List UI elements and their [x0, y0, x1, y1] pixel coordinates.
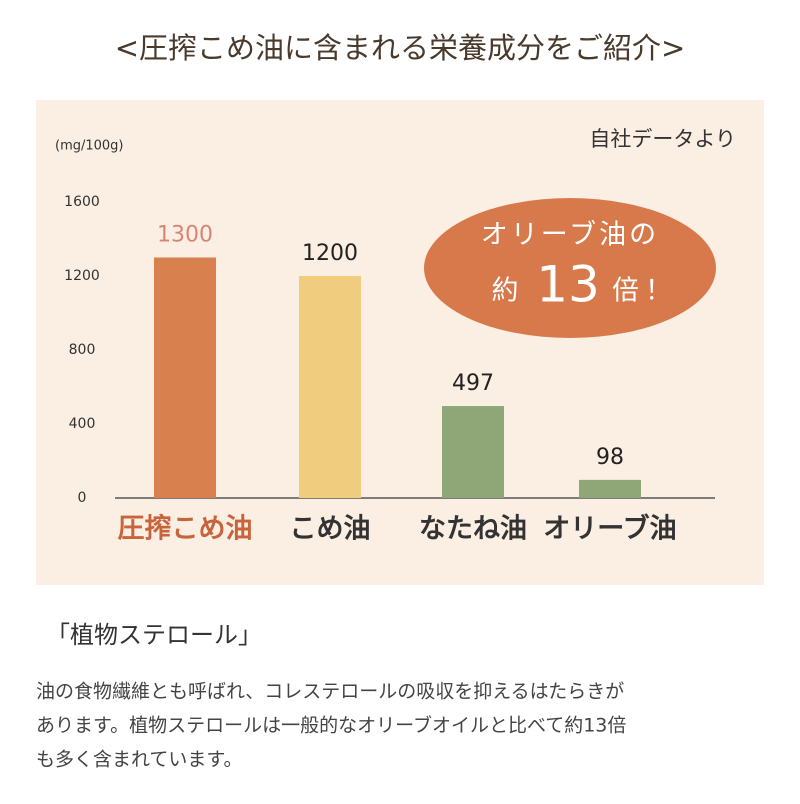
callout-text: 約	[492, 276, 519, 307]
heading: <圧搾こめ油に含まれる栄養成分をご紹介>	[115, 31, 686, 65]
value-label: 98	[596, 445, 624, 470]
source-note: 自社データより	[589, 127, 736, 151]
bar	[299, 276, 361, 498]
value-label: 1300	[157, 223, 213, 248]
chart-panel	[36, 100, 764, 585]
x-tick-label: こめ油	[290, 514, 371, 545]
body-text: 油の食物繊維とも呼ばれ、コレステロールの吸収を抑えるはたらきが	[36, 681, 624, 703]
value-label: 1200	[302, 241, 358, 266]
y-tick-label: 1600	[64, 194, 100, 210]
x-tick-label: 圧搾こめ油	[118, 513, 253, 545]
callout-number: 13	[536, 256, 600, 314]
y-tick-label: 800	[69, 342, 96, 358]
callout-bubble	[424, 198, 716, 338]
callout-text: 倍！	[612, 276, 678, 307]
body-text: も多く含まれています。	[36, 749, 243, 771]
x-tick-label: オリーブ油	[543, 513, 676, 545]
callout: オリーブ油の 約 13 倍！	[424, 198, 716, 338]
body-text: あります。植物ステロールは一般的なオリーブオイルと比べて約13倍	[36, 714, 626, 737]
y-tick-label: 400	[69, 416, 96, 432]
callout-text: オリーブ油の	[481, 220, 659, 251]
y-tick-label: 0	[78, 490, 87, 506]
bar	[579, 479, 641, 498]
y-tick-label: 1200	[64, 268, 100, 284]
bar	[154, 257, 216, 498]
section-title: 「植物ステロール」	[46, 621, 262, 649]
bar	[442, 406, 504, 498]
x-tick-label: なたね油	[419, 514, 527, 545]
value-label: 497	[452, 371, 494, 396]
unit-label: (mg/100g)	[55, 139, 124, 154]
